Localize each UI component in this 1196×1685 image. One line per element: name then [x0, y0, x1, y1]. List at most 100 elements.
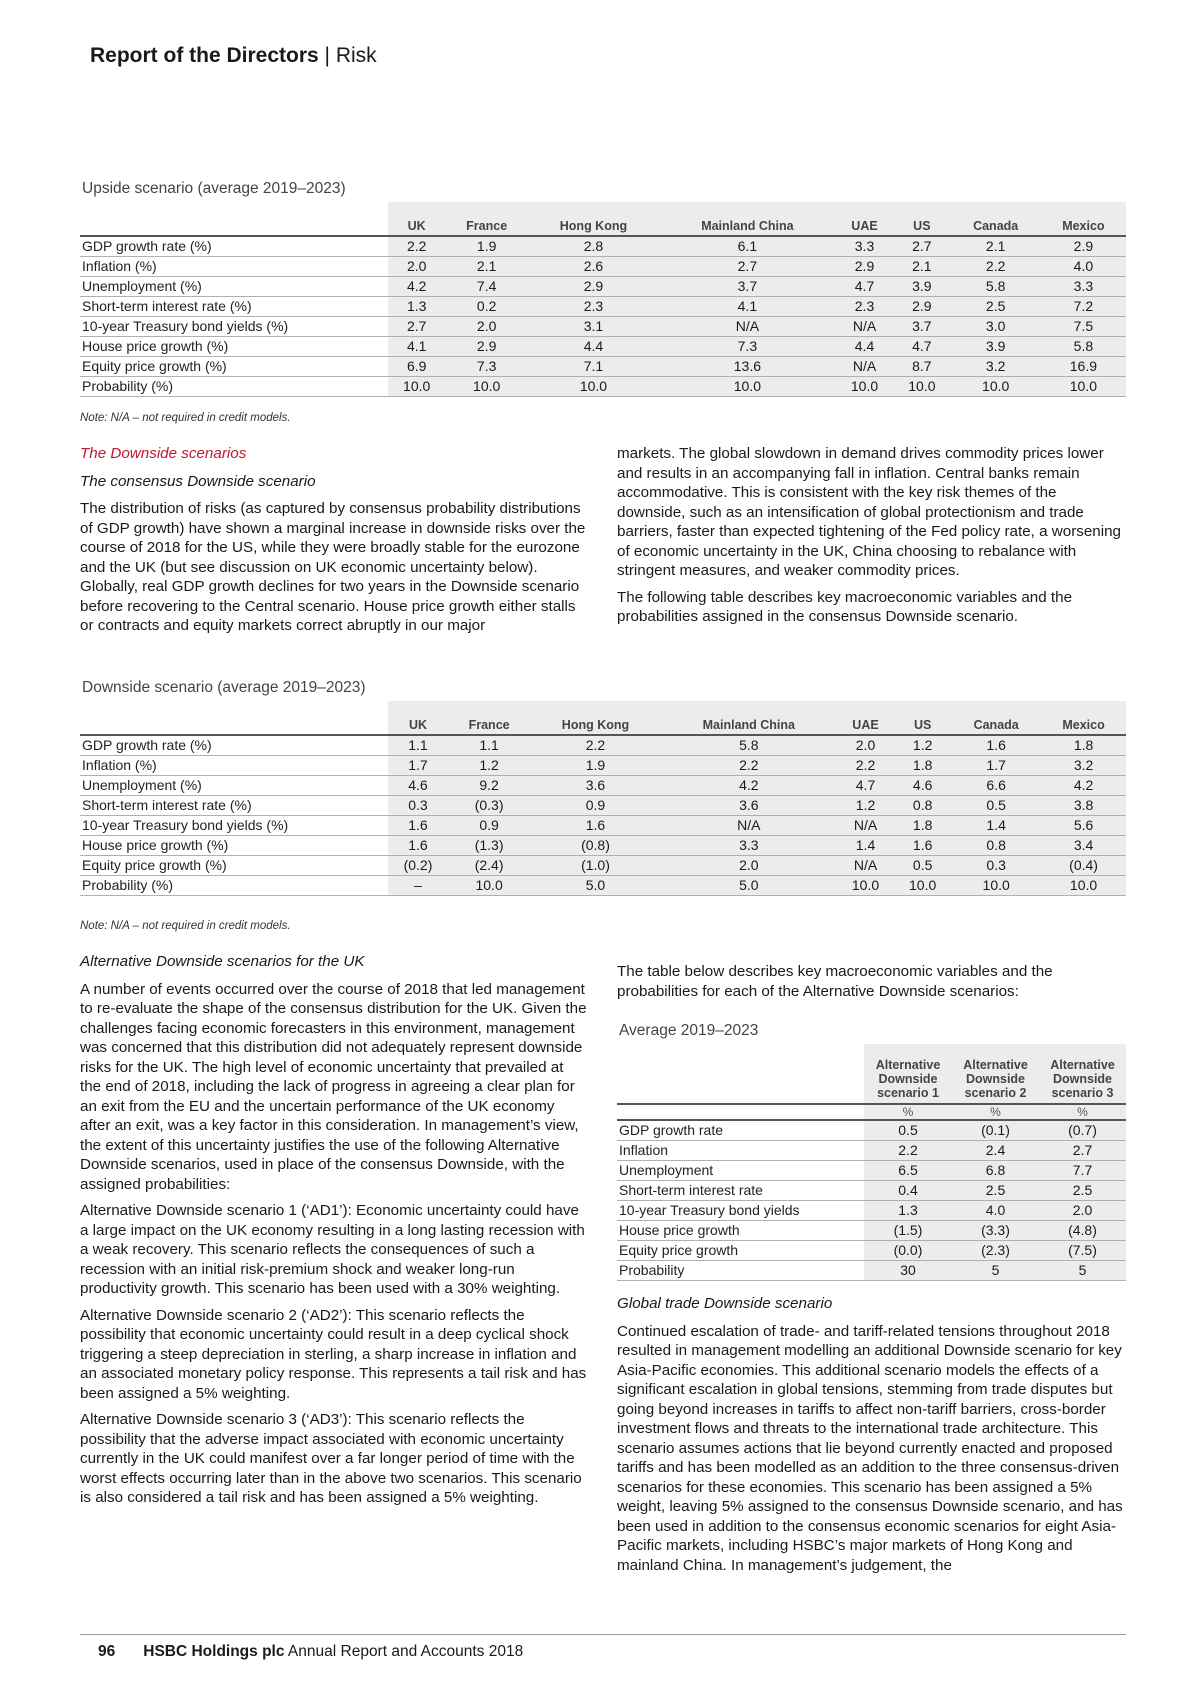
table-cell: (2.3) — [952, 1240, 1039, 1261]
table-cell: 2.8 — [527, 236, 659, 257]
row-label: GDP growth rate (%) — [80, 236, 388, 257]
company-name: HSBC Holdings plc — [143, 1643, 285, 1660]
row-label: House price growth — [617, 1220, 864, 1241]
table-row: House price growth (%) 4.1 2.9 4.4 7.3 4.4 4.7… — [80, 336, 1126, 357]
table-cell: 5.8 — [950, 276, 1041, 297]
upside-note: Note: N/A – not required in credit model… — [80, 412, 291, 424]
table-row: House price growth (%) 1.6 (1.3) (0.8) 3.3 1.… — [80, 835, 1126, 856]
table-row: Inflation 2.2 2.4 2.7 — [617, 1140, 1126, 1161]
table-cell: 2.0 — [836, 735, 895, 756]
table-cell: 4.2 — [1041, 775, 1126, 796]
table-cell: 1.9 — [530, 755, 661, 776]
table-cell: N/A — [836, 855, 895, 876]
table-cell: 3.3 — [660, 835, 837, 856]
column-header-us: US — [894, 701, 952, 736]
text-col-bottom-left: Alternative Downside scenarios for the U… — [80, 952, 588, 1515]
table-cell: 3.2 — [950, 356, 1041, 377]
table-cell: 1.8 — [894, 755, 952, 776]
table-cell: 0.4 — [864, 1180, 952, 1201]
downside-scenarios-heading: The Downside scenarios — [80, 445, 247, 462]
table-cell: 2.2 — [836, 755, 895, 776]
row-label: Inflation — [617, 1140, 864, 1161]
downside-note: Note: N/A – not required in credit model… — [80, 920, 291, 932]
table-cell: 7.4 — [445, 276, 528, 297]
table-cell: 2.2 — [950, 256, 1041, 277]
table-cell: 2.7 — [893, 236, 951, 257]
table-cell: 3.9 — [893, 276, 951, 297]
table-row: GDP growth rate (%) 2.2 1.9 2.8 6.1 3.3 2.7 2.1… — [80, 236, 1126, 257]
unit-label: % — [952, 1104, 1039, 1121]
table-cell: 7.5 — [1040, 316, 1126, 337]
column-header-ad2: Alternative Downside scenario 2 — [952, 1044, 1039, 1105]
table-cell: 3.3 — [835, 236, 894, 257]
table-row: Unemployment 6.5 6.8 7.7 — [617, 1160, 1126, 1181]
table-cell: 10.0 — [658, 376, 836, 397]
row-label: 10-year Treasury bond yields (%) — [80, 815, 388, 836]
table-cell: N/A — [835, 316, 894, 337]
table-cell: 2.0 — [445, 316, 528, 337]
table-row: Probability (%) 10.0 10.0 10.0 10.0 10.0 10.0 1… — [80, 376, 1126, 397]
downside-scenario-table: Downside scenario (average 2019–2023) UK… — [80, 675, 1126, 896]
unit-label: % — [864, 1104, 952, 1121]
paragraph: A number of events occurred over the cou… — [80, 980, 587, 1193]
table-cell: 10.0 — [388, 376, 446, 397]
downside-title: Downside scenario (average 2019–2023) — [82, 679, 366, 696]
table-cell: 2.7 — [1039, 1140, 1126, 1161]
table-row: Inflation (%) 1.7 1.2 1.9 2.2 2.2 1.8 1.7 3.2 — [80, 755, 1126, 776]
table-cell: 4.2 — [660, 775, 837, 796]
table-cell: 4.7 — [836, 775, 895, 796]
table-cell: 4.7 — [893, 336, 951, 357]
table-cell: 6.5 — [864, 1160, 952, 1181]
row-label: Inflation (%) — [80, 256, 388, 277]
row-label: GDP growth rate — [617, 1120, 864, 1141]
column-header-uk: UK — [388, 202, 446, 237]
table-cell: 6.8 — [952, 1160, 1039, 1181]
table-cell: 7.2 — [1040, 296, 1126, 317]
row-label: GDP growth rate (%) — [80, 735, 388, 756]
upside-scenario-table: Upside scenario (average 2019–2023) UK Fr… — [80, 176, 1126, 397]
table-cell: 1.4 — [951, 815, 1042, 836]
table-cell: 2.7 — [388, 316, 446, 337]
text-col-bottom-right: Global trade Downside scenario Continued… — [617, 1294, 1126, 1582]
table-cell: (1.3) — [447, 835, 531, 856]
column-header-france: France — [445, 202, 528, 237]
table-row: Probability (%) –10.0 5.0 5.0 10.0 10.0 10.0 10… — [80, 875, 1126, 896]
table-cell: 3.0 — [950, 316, 1041, 337]
row-label: House price growth (%) — [80, 336, 388, 357]
report-name: Annual Report and Accounts 2018 — [284, 1643, 524, 1660]
table-cell: (4.8) — [1039, 1220, 1126, 1241]
column-header-hong-kong: Hong Kong — [527, 202, 659, 237]
table-cell: 2.5 — [1039, 1180, 1126, 1201]
column-header-ad3: Alternative Downside scenario 3 — [1039, 1044, 1126, 1105]
table-cell: 3.7 — [658, 276, 836, 297]
table-row: House price growth (1.5) (3.3) (4.8) — [617, 1220, 1126, 1241]
header-separator: | — [318, 44, 336, 67]
table-cell: 2.9 — [445, 336, 528, 357]
paragraph: Alternative Downside scenario 1 (‘AD1’):… — [80, 1202, 585, 1297]
table-cell: (0.1) — [952, 1120, 1039, 1141]
table-cell: 10.0 — [835, 376, 894, 397]
section-name: Risk — [335, 44, 377, 67]
table-cell: 2.2 — [388, 236, 446, 257]
consensus-downside-heading: The consensus Downside scenario — [80, 472, 316, 490]
table-cell: 6.9 — [388, 356, 446, 377]
row-label: Inflation (%) — [80, 755, 388, 776]
table-cell: 2.2 — [864, 1140, 952, 1161]
row-label: House price growth (%) — [80, 835, 388, 856]
table-cell: (0.8) — [530, 835, 661, 856]
column-header-uae: UAE — [836, 701, 895, 736]
row-label: Unemployment (%) — [80, 276, 388, 297]
table-cell: 5.0 — [530, 875, 661, 896]
alt-title: Average 2019–2023 — [619, 1022, 759, 1039]
paragraph: The distribution of risks (as captured b… — [80, 500, 586, 634]
table-row: Unemployment (%) 4.2 7.4 2.9 3.7 4.7 3.9 5.8 3.3 — [80, 276, 1126, 297]
table-cell: N/A — [658, 316, 836, 337]
table-cell: 2.0 — [1039, 1200, 1126, 1221]
table-cell: N/A — [836, 815, 895, 836]
table-cell: 1.6 — [388, 835, 448, 856]
table-cell: 6.1 — [658, 236, 836, 257]
table-cell: 10.0 — [1041, 875, 1126, 896]
table-cell: 0.5 — [894, 855, 952, 876]
table-cell: 0.3 — [951, 855, 1042, 876]
upside-title: Upside scenario (average 2019–2023) — [82, 180, 346, 197]
